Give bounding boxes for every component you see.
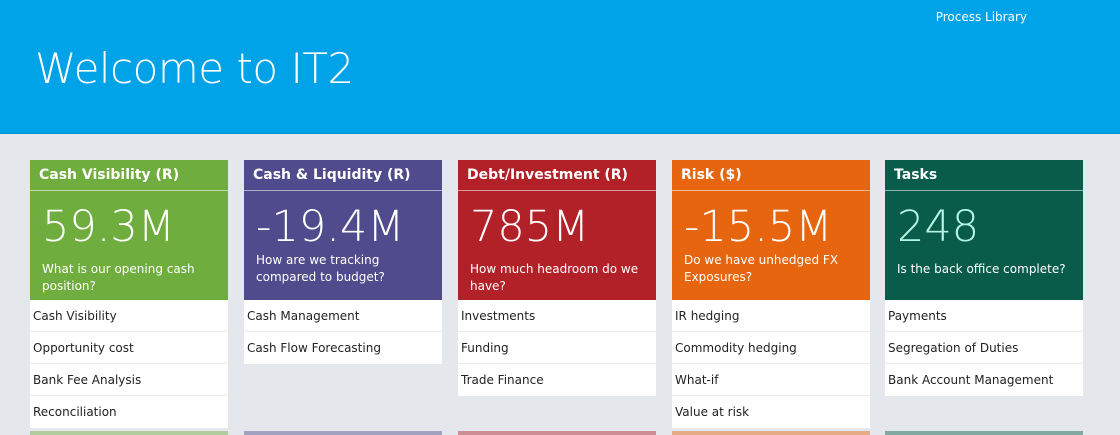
- link-cash-flow-forecasting[interactable]: Cash Flow Forecasting: [247, 341, 381, 355]
- tile-tasks-card[interactable]: Tasks 248 Is the back office complete?: [885, 160, 1083, 300]
- tile-debt-investment: Debt/Investment (R) 785M How much headro…: [458, 160, 656, 396]
- link-segregation-of-duties[interactable]: Segregation of Duties: [885, 332, 1083, 364]
- tile-metric: -15.5M: [684, 202, 833, 252]
- tile-tasks: Tasks 248 Is the back office complete? P…: [885, 160, 1083, 396]
- tile-link-list: IR hedging Commodity hedging What-if Val…: [672, 300, 870, 428]
- tile-cash-liquidity: Cash & Liquidity (R) -19.4M How are we t…: [244, 160, 442, 364]
- tile-metric: -19.4M: [256, 202, 405, 252]
- tile-question: Is the back office complete?: [897, 262, 1066, 276]
- tile-link-list: Cash Visibility Opportunity cost Bank Fe…: [30, 300, 228, 428]
- tile-cash-visibility: Cash Visibility (R) 59.3M What is our op…: [30, 160, 228, 428]
- next-tile-edge: [458, 431, 656, 435]
- next-tile-edge: [885, 431, 1083, 435]
- tile-cash-liquidity-card[interactable]: Cash & Liquidity (R) -19.4M How are we t…: [244, 160, 442, 300]
- tile-link-list: Investments Funding Trade Finance: [458, 300, 656, 396]
- next-tile-edge: [244, 431, 442, 435]
- tile-question: How are we tracking compared to budget?: [256, 253, 385, 284]
- tile-question: Do we have unhedged FX Exposures?: [684, 253, 839, 284]
- link-investments[interactable]: Investments: [458, 300, 656, 332]
- tile-title: Tasks: [885, 160, 1083, 191]
- link-funding[interactable]: Funding: [458, 332, 656, 364]
- link-cash-management[interactable]: Cash Management: [244, 300, 442, 332]
- tile-link-list: Payments Segregation of Duties Bank Acco…: [885, 300, 1083, 396]
- link-what-if[interactable]: What-if: [672, 364, 870, 396]
- tile-question: How much headroom do we have?: [470, 262, 639, 293]
- tile-title: Debt/Investment (R): [458, 160, 656, 191]
- tile-title: Cash & Liquidity (R): [244, 160, 442, 191]
- tile-title: Cash Visibility (R): [30, 160, 228, 191]
- link-bank-account-management[interactable]: Bank Account Management: [888, 373, 1054, 387]
- link-reconciliation[interactable]: Reconciliation: [33, 405, 117, 419]
- page-title: Welcome to IT2: [35, 44, 354, 93]
- link-trade-finance[interactable]: Trade Finance: [461, 373, 544, 387]
- next-tile-edge: [672, 431, 870, 435]
- link-opportunity-cost[interactable]: Opportunity cost: [30, 332, 228, 364]
- tile-debt-investment-card[interactable]: Debt/Investment (R) 785M How much headro…: [458, 160, 656, 300]
- tile-question: What is our opening cash position?: [42, 262, 195, 293]
- tile-cash-visibility-card[interactable]: Cash Visibility (R) 59.3M What is our op…: [30, 160, 228, 300]
- next-tile-edge: [30, 431, 228, 435]
- tile-metric: 59.3M: [42, 202, 175, 252]
- link-cash-visibility[interactable]: Cash Visibility: [30, 300, 228, 332]
- link-payments[interactable]: Payments: [885, 300, 1083, 332]
- link-commodity-hedging[interactable]: Commodity hedging: [672, 332, 870, 364]
- tile-metric: 248: [897, 202, 980, 252]
- header-banner: Process Library Welcome to IT2: [0, 0, 1120, 134]
- link-bank-fee-analysis[interactable]: Bank Fee Analysis: [30, 364, 228, 396]
- tile-risk: Risk ($) -15.5M Do we have unhedged FX E…: [672, 160, 870, 428]
- link-ir-hedging[interactable]: IR hedging: [672, 300, 870, 332]
- tile-metric: 785M: [470, 202, 590, 252]
- process-library-link[interactable]: Process Library: [935, 10, 1027, 24]
- tile-title: Risk ($): [672, 160, 870, 191]
- tile-link-list: Cash Management Cash Flow Forecasting: [244, 300, 442, 364]
- tile-risk-card[interactable]: Risk ($) -15.5M Do we have unhedged FX E…: [672, 160, 870, 300]
- link-value-at-risk[interactable]: Value at risk: [675, 405, 750, 419]
